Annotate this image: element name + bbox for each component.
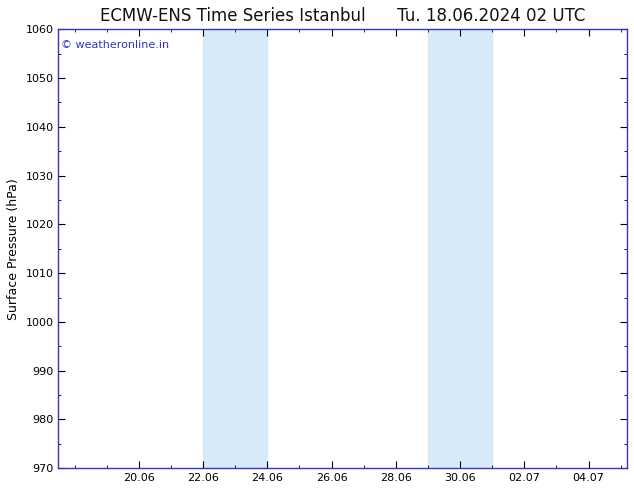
Bar [203,29,235,468]
Bar [460,29,492,468]
Bar [428,29,460,468]
Text: © weatheronline.in: © weatheronline.in [61,40,169,50]
Bar [235,29,268,468]
Y-axis label: Surface Pressure (hPa): Surface Pressure (hPa) [7,178,20,319]
Title: ECMW-ENS Time Series Istanbul      Tu. 18.06.2024 02 UTC: ECMW-ENS Time Series Istanbul Tu. 18.06.… [100,7,585,25]
